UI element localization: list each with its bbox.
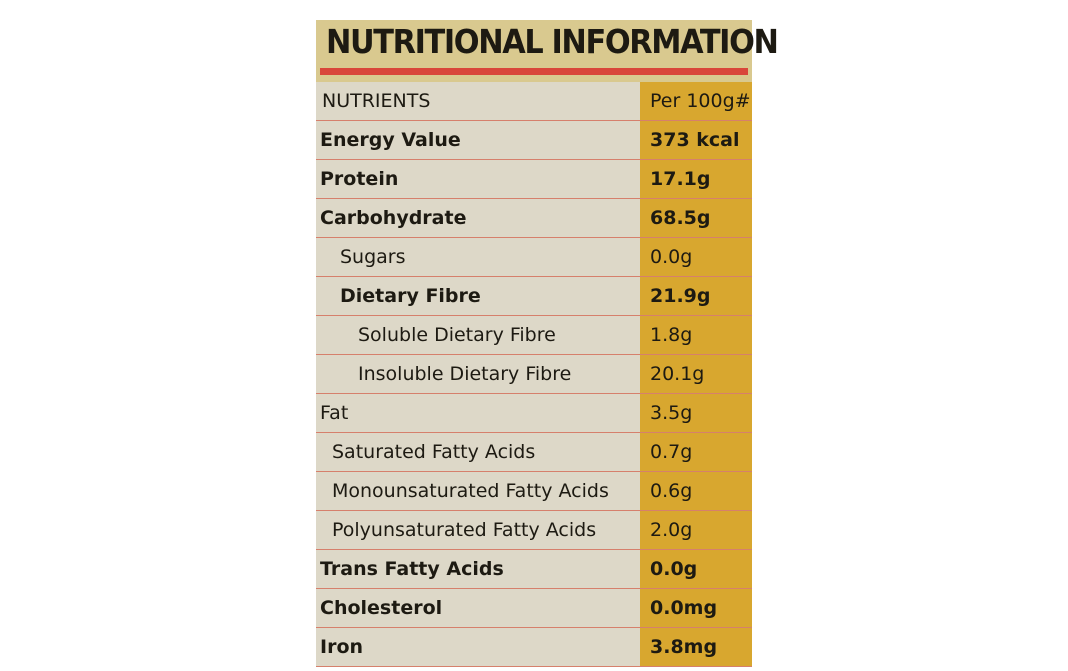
nutrient-value: 17.1g [640, 160, 752, 198]
nutrient-name: Cholesterol [320, 597, 443, 619]
table-row: Protein 17.1g [316, 160, 752, 199]
table-row: Polyunsaturated Fatty Acids 2.0g [316, 511, 752, 550]
nutrient-name: Iron [320, 636, 364, 658]
nutrient-value: 2.0g [640, 511, 752, 549]
nutrient-name: Carbohydrate [320, 207, 467, 229]
nutrient-name: Insoluble Dietary Fibre [358, 363, 572, 385]
nutrient-name: Polyunsaturated Fatty Acids [332, 519, 597, 541]
table-row: Saturated Fatty Acids 0.7g [316, 433, 752, 472]
nutrient-name: Dietary Fibre [340, 285, 481, 307]
table-row: Iron 3.8mg [316, 628, 752, 667]
table-row: Carbohydrate 68.5g [316, 199, 752, 238]
nutrient-value: 373 kcal [640, 121, 752, 159]
table-row: Insoluble Dietary Fibre 20.1g [316, 355, 752, 394]
nutrient-name: Energy Value [320, 129, 461, 151]
column-header: Per 100g# [640, 82, 752, 120]
nutrient-value: 3.5g [640, 394, 752, 432]
header-row: NUTRIENTS Per 100g# [316, 82, 752, 121]
table-row: Sugars 0.0g [316, 238, 752, 277]
table-row: Soluble Dietary Fibre 1.8g [316, 316, 752, 355]
table-row: Trans Fatty Acids 0.0g [316, 550, 752, 589]
nutrient-value: 0.0g [640, 238, 752, 276]
nutrient-name: Fat [320, 402, 349, 424]
nutrient-value: 0.6g [640, 472, 752, 510]
nutrient-name: Protein [320, 168, 399, 190]
table-row: Cholesterol 0.0mg [316, 589, 752, 628]
nutrient-value: 21.9g [640, 277, 752, 315]
nutrient-name: Monounsaturated Fatty Acids [332, 480, 609, 502]
title-underline [320, 68, 748, 75]
nutrient-name: Soluble Dietary Fibre [358, 324, 556, 346]
nutrient-value: 3.8mg [640, 628, 752, 666]
nutrient-value: 0.0mg [640, 589, 752, 627]
table: NUTRIENTS Per 100g# Energy Value 373 kcal Pr… [316, 82, 752, 667]
nutrient-value: 0.0g [640, 550, 752, 588]
nutrient-value: 0.7g [640, 433, 752, 471]
nutrient-value: 68.5g [640, 199, 752, 237]
nutrient-value: 1.8g [640, 316, 752, 354]
table-row: Fat 3.5g [316, 394, 752, 433]
title: NUTRITIONAL INFORMATION [326, 22, 779, 61]
table-row: Monounsaturated Fatty Acids 0.6g [316, 472, 752, 511]
nutrient-name: Sugars [340, 246, 406, 268]
table-row: Energy Value 373 kcal [316, 121, 752, 160]
nutrient-value: 20.1g [640, 355, 752, 393]
table-row: Dietary Fibre 21.9g [316, 277, 752, 316]
nutrition-panel: NUTRITIONAL INFORMATION NUTRIENTS Per 100… [316, 20, 779, 667]
nutrient-name: Saturated Fatty Acids [332, 441, 536, 463]
nutrient-name: Trans Fatty Acids [320, 558, 504, 580]
column-header: NUTRIENTS [322, 90, 431, 112]
